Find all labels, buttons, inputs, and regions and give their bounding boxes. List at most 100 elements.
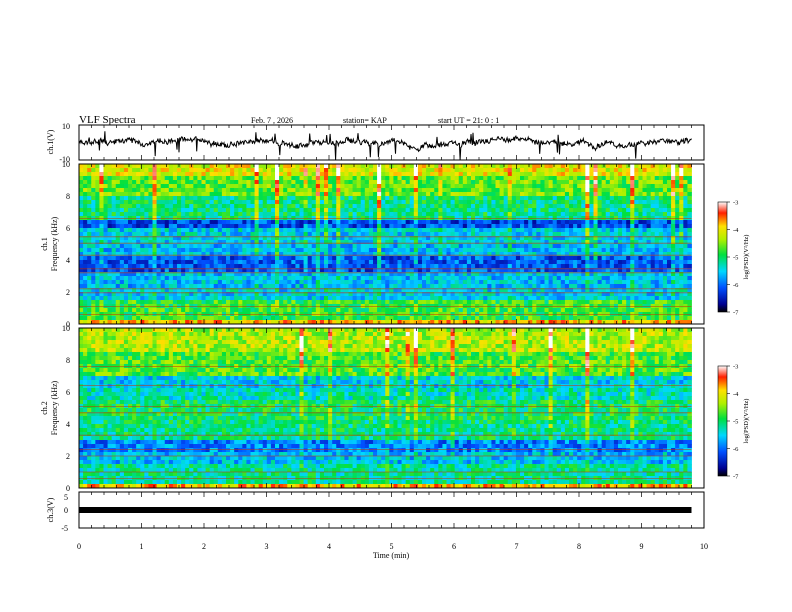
spectrogram-cell (95, 284, 100, 289)
spectrogram-cell (377, 188, 382, 193)
spectrogram-cell (552, 236, 558, 241)
spectrogram-cell (144, 224, 149, 229)
spectrogram-cell (213, 188, 219, 193)
spectrogram-cell (479, 172, 484, 177)
spectrogram-cell (450, 188, 456, 193)
spectrogram-cell (581, 212, 586, 217)
spectrogram-cell (99, 272, 104, 277)
spectrogram-cell (348, 168, 353, 173)
spectrogram-cell (177, 308, 182, 313)
spectrogram-cell (426, 248, 431, 253)
spectrogram-cell (422, 212, 427, 217)
spectrogram-cell (405, 296, 411, 301)
spectrogram-cell (466, 240, 472, 245)
spectrogram-cell (213, 232, 219, 237)
spectrogram-cell (450, 212, 456, 217)
spectrogram-cell (299, 296, 304, 301)
spectrogram-cell (373, 176, 378, 181)
spectrogram-cell (507, 248, 513, 253)
spectrogram-cell (295, 168, 300, 173)
spectrogram-cell (368, 224, 374, 229)
spectrogram-cell (132, 196, 137, 201)
spectrogram-cell (197, 220, 202, 225)
spectrogram-cell (164, 220, 170, 225)
spectrogram-cell (177, 236, 182, 241)
spectrogram-cell (491, 224, 496, 229)
spectrogram-cell (515, 260, 521, 265)
spectrogram-cell (328, 308, 333, 313)
spectrogram-cell (405, 188, 411, 193)
spectrogram-cell (336, 256, 341, 261)
spectrogram-cell (87, 192, 92, 197)
spectrogram-cell (87, 292, 92, 297)
spectrogram-cell (91, 172, 96, 177)
spectrogram-cell (532, 280, 537, 285)
spectrogram-cell (520, 296, 525, 301)
spectrogram-cell (577, 264, 582, 269)
spectrogram-cell (483, 180, 488, 185)
spectrogram-cell (189, 256, 194, 261)
spectrogram-cell (462, 212, 468, 217)
spectrogram-cell (172, 292, 178, 297)
spectrogram-cell (368, 168, 374, 173)
spectrogram-cell (115, 172, 121, 177)
spectrogram-cell (230, 272, 235, 277)
spectrogram-cell (136, 260, 141, 265)
spectrogram-cell (242, 272, 247, 277)
spectrogram-cell (185, 232, 190, 237)
spectrogram-cell (360, 300, 366, 305)
spectrogram-cell (487, 300, 492, 305)
spectrogram-cell (389, 240, 394, 245)
spectrogram-cell (450, 284, 456, 289)
spectrogram-cell (487, 192, 492, 197)
spectrogram-cell (548, 316, 554, 321)
spectrogram-cell (111, 256, 117, 261)
spectrogram-cell (262, 268, 268, 273)
spectrogram-cell (446, 288, 451, 293)
spectrogram-cell (528, 276, 533, 281)
spectrogram-cell (475, 292, 480, 297)
spectrogram-cell (266, 176, 272, 181)
spectrogram-cell (389, 288, 394, 293)
spectrogram-cell (511, 200, 517, 205)
spectrogram-cell (270, 228, 276, 233)
spectrogram-cell (466, 264, 472, 269)
spectrogram-cell (409, 292, 415, 297)
spectrogram-cell (119, 256, 125, 261)
spectrogram-cell (528, 208, 533, 213)
spectrogram-cell (450, 228, 456, 233)
spectrogram-cell (581, 196, 586, 201)
spectrogram-cell (319, 164, 325, 169)
spectrogram-cell (393, 280, 398, 285)
spectrogram-cell (569, 224, 574, 229)
spectrogram-cell (238, 228, 243, 233)
spectrogram-cell (209, 252, 215, 257)
spectrogram-cell (495, 320, 500, 325)
spectrogram-cell (205, 212, 211, 217)
spectrogram-cell (360, 252, 366, 257)
spectrogram-cell (238, 296, 243, 301)
spectrogram-cell (238, 208, 243, 213)
spectrogram-cell (119, 300, 125, 305)
spectrogram-cell (226, 232, 231, 237)
spectrogram-cell (258, 212, 264, 217)
spectrogram-cell (328, 276, 333, 281)
spectrogram-cell (524, 288, 529, 293)
spectrogram-cell (270, 292, 276, 297)
spectrogram-cell (393, 272, 398, 277)
spectrogram-cell (99, 176, 104, 181)
spectrogram-cell (360, 196, 366, 201)
spectrogram-cell (479, 192, 484, 197)
spectrogram-cell (311, 260, 317, 265)
spectrogram-cell (377, 196, 382, 201)
spectrogram-cell (540, 240, 545, 245)
spectrogram-cell (328, 164, 333, 169)
spectrogram-cell (573, 276, 578, 281)
spectrogram-cell (499, 176, 505, 181)
spectrogram-cell (556, 176, 562, 181)
spectrogram-cell (536, 264, 541, 269)
spectrogram-cell (356, 320, 362, 325)
spectrogram-cell (319, 284, 325, 289)
spectrogram-cell (148, 196, 153, 201)
spectrogram-cell (164, 208, 170, 213)
